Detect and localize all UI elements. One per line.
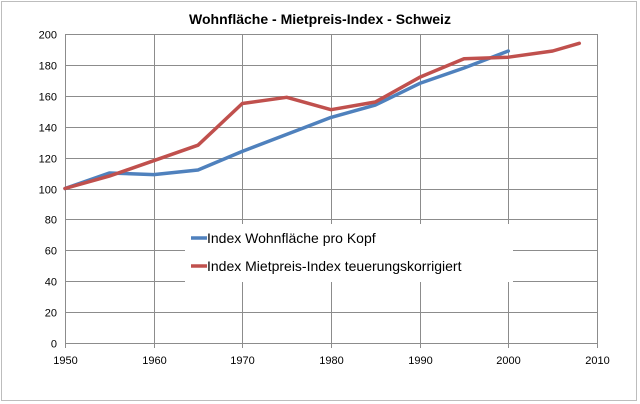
x-tick-label: 2000 xyxy=(496,355,520,367)
y-tick-label: 0 xyxy=(51,339,57,351)
y-tick-label: 120 xyxy=(39,154,57,166)
grid xyxy=(65,34,598,344)
x-tick-label: 1980 xyxy=(319,355,343,367)
y-tick-label: 80 xyxy=(45,215,57,227)
legend-box xyxy=(185,224,513,282)
y-tick-label: 160 xyxy=(39,92,57,104)
y-tick-label: 20 xyxy=(45,308,57,320)
x-tick-label: 1960 xyxy=(142,355,166,367)
y-tick-label: 200 xyxy=(39,30,57,42)
y-tick-label: 100 xyxy=(39,185,57,197)
x-tick-label: 1990 xyxy=(408,355,432,367)
series xyxy=(63,41,582,191)
legend-label-2: Index Mietpreis-Index teuerungskorrigier… xyxy=(207,258,462,274)
y-tick-label: 140 xyxy=(39,123,57,135)
y-tick-label: 180 xyxy=(39,61,57,73)
legend-label-1: Index Wohnfläche pro Kopf xyxy=(207,230,376,246)
axes: 0 20 40 60 80 100 120 140 160 180 200 1950 1960 1970 1… xyxy=(39,30,610,368)
y-tick-label: 60 xyxy=(45,246,57,258)
chart-title: Wohnfläche - Mietpreis-Index - Schweiz xyxy=(189,11,451,27)
y-tick-label: 40 xyxy=(45,277,57,289)
x-tick-label: 2010 xyxy=(585,355,609,367)
x-tick-label: 1970 xyxy=(230,355,254,367)
x-tick-label: 1950 xyxy=(53,355,77,367)
legend: Index Wohnfläche pro Kopf Index Mietpreis… xyxy=(185,224,513,282)
